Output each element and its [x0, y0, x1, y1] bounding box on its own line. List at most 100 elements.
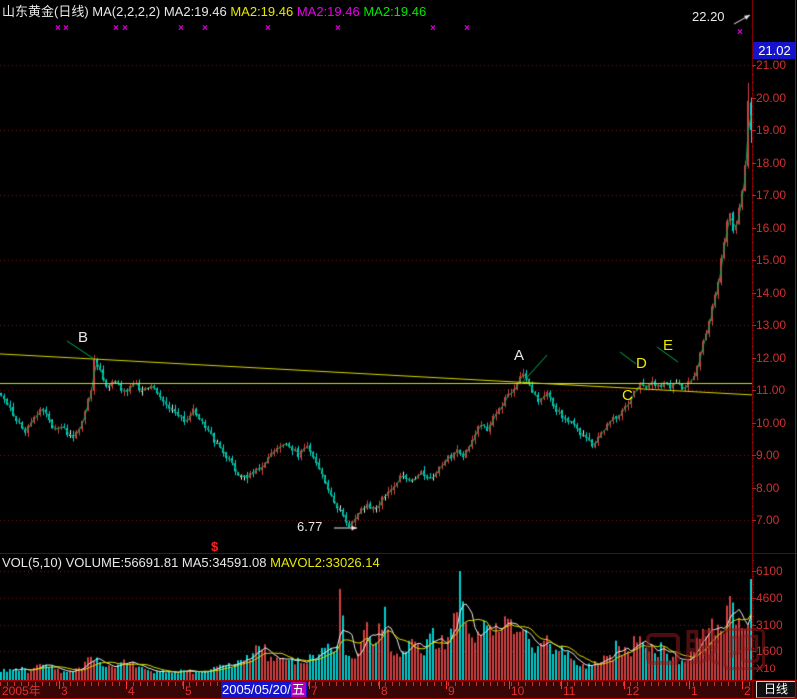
price-tick-label: 18.00 — [756, 155, 787, 170]
price-tick-mark — [752, 520, 756, 521]
price-tick-label: 16.00 — [756, 220, 787, 235]
ma-value-1: MA2:19.46 — [163, 4, 227, 19]
volume-stats: VOL(5,10) VOLUME:56691.81 MA5:34591.08 — [2, 555, 267, 570]
month-label: 1 — [691, 684, 698, 698]
price-tick-mark — [752, 228, 756, 229]
month-tick — [379, 681, 380, 689]
price-tick-label: 12.00 — [756, 350, 787, 365]
price-tick-label: 17.00 — [756, 188, 787, 202]
volume-tick-label: 1600 — [756, 644, 783, 659]
watermark-logo: 股 吧 — [646, 627, 766, 671]
crosshair-date-chip: 2005/05/20/五 — [221, 681, 307, 698]
point-label-e: E — [663, 337, 674, 354]
month-tick — [183, 681, 184, 689]
price-chart-canvas[interactable] — [0, 0, 752, 553]
point-label-c: C — [622, 387, 633, 404]
month-label: 9 — [448, 684, 455, 698]
month-tick — [624, 681, 625, 689]
price-tick-mark — [752, 98, 756, 99]
watermark-icon — [646, 633, 680, 665]
price-tick-mark — [752, 423, 756, 424]
month-tick — [126, 681, 127, 689]
month-label: 11 — [563, 684, 576, 698]
target-high-annotation: 22.20 — [692, 9, 725, 24]
price-tick-mark — [752, 488, 756, 489]
chart-header: 山东黄金(日线) MA(2,2,2,2) MA2:19.46 MA2:19.46… — [2, 1, 426, 20]
signal-mark: × — [464, 23, 470, 34]
volume-header: VOL(5,10) VOLUME:56691.81 MA5:34591.08 M… — [2, 555, 380, 570]
axis-border — [752, 0, 753, 699]
price-tick-label: 21.00 — [756, 58, 787, 72]
ma-value-3: MA2:19.46 — [296, 4, 360, 19]
month-label: 7 — [311, 684, 318, 698]
crosshair-price-chip: 21.02 — [753, 42, 796, 59]
volume-tick-label: 6100 — [756, 564, 783, 578]
price-tick-mark — [752, 65, 756, 66]
month-label: 8 — [381, 684, 388, 698]
point-label-d: D — [636, 355, 647, 372]
volume-tick-mark — [752, 598, 756, 599]
point-label-a: A — [514, 347, 525, 364]
crosshair-weekday: 五 — [290, 682, 306, 697]
volume-ma2-stat: MAVOL2:33026.14 — [270, 555, 380, 570]
price-tick-mark — [752, 195, 756, 196]
month-label: 2005年 — [2, 684, 41, 698]
price-tick-label: 10.00 — [756, 415, 787, 430]
price-tick-mark — [752, 390, 756, 391]
price-tick-mark — [752, 260, 756, 261]
price-tick-mark — [752, 455, 756, 456]
price-tick-label: 11.00 — [756, 383, 786, 397]
watermark-text-2: 吧 — [723, 628, 766, 670]
volume-tick-mark — [752, 625, 756, 626]
stock-title: 山东黄金(日线) MA(2,2,2,2) — [2, 4, 161, 19]
month-tick — [742, 681, 743, 689]
signal-mark: × — [335, 23, 341, 34]
point-label-b: B — [78, 329, 89, 346]
price-tick-label: 7.00 — [756, 513, 780, 527]
watermark-text: 股 — [683, 628, 722, 670]
month-label: 5 — [185, 684, 192, 698]
period-button[interactable]: 日线 — [756, 681, 796, 698]
window-right-border — [795, 0, 796, 699]
volume-tick-mark — [752, 571, 756, 572]
signal-mark: × — [122, 23, 128, 34]
price-tick-label: 19.00 — [756, 123, 787, 137]
ma-value-4: MA2:19.46 — [363, 4, 427, 19]
signal-mark: × — [430, 23, 436, 34]
month-label: 4 — [128, 684, 135, 698]
month-tick — [446, 681, 447, 689]
volume-tick-label: 4600 — [756, 590, 783, 605]
price-tick-mark — [752, 293, 756, 294]
signal-mark: × — [737, 27, 743, 38]
panel-divider — [0, 553, 797, 554]
month-tick — [561, 681, 562, 689]
price-tick-label: 9.00 — [756, 448, 780, 462]
price-tick-mark — [752, 163, 756, 164]
month-tick — [59, 681, 60, 689]
volume-tick-label: 3100 — [756, 617, 783, 632]
month-tick — [309, 681, 310, 689]
price-tick-label: 20.00 — [756, 90, 787, 105]
signal-mark: × — [55, 23, 61, 34]
price-tick-label: 14.00 — [756, 285, 787, 300]
low-price-annotation: 6.77 — [297, 519, 323, 534]
ma-value-2: MA2:19.46 — [230, 4, 294, 19]
volume-chart-canvas[interactable] — [0, 554, 752, 680]
price-tick-mark — [752, 130, 756, 131]
signal-mark: × — [178, 23, 184, 34]
month-label: 10 — [511, 684, 525, 698]
month-tick — [509, 681, 510, 689]
month-label: 2 — [744, 684, 751, 698]
signal-mark: × — [63, 23, 69, 34]
signal-mark: × — [113, 23, 119, 34]
month-label: 12 — [626, 684, 640, 698]
time-axis-ticks — [0, 682, 752, 686]
price-tick-label: 15.00 — [756, 253, 787, 267]
price-tick-label: 8.00 — [756, 480, 780, 495]
price-tick-label: 13.00 — [756, 318, 787, 332]
crosshair-date: 2005/05/20/ — [222, 682, 291, 697]
price-tick-mark — [752, 325, 756, 326]
month-label: 3 — [61, 684, 68, 698]
volume-axis-minor-ticks — [752, 560, 754, 672]
